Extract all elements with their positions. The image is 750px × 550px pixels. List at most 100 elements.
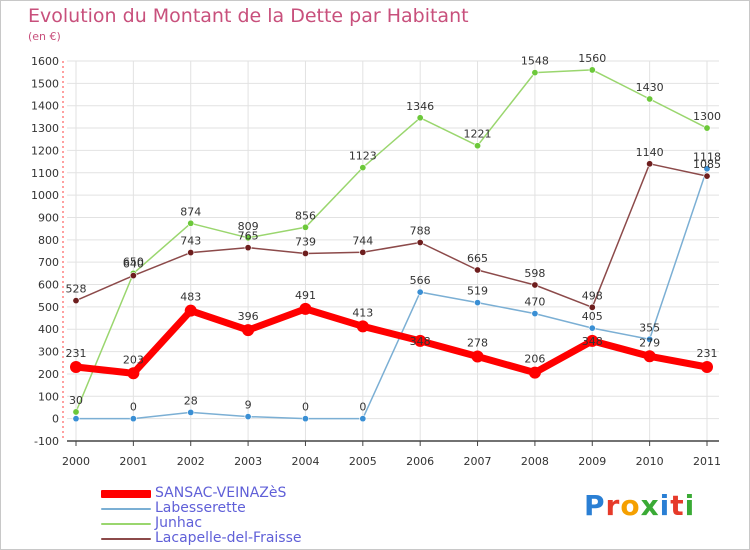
- data-point: [646, 160, 654, 168]
- data-label: 1430: [636, 81, 664, 94]
- data-point: [187, 408, 195, 416]
- data-label: 491: [295, 289, 316, 302]
- data-point: [531, 69, 539, 77]
- data-point: [646, 335, 654, 343]
- data-label: 856: [295, 209, 316, 222]
- data-point: [474, 299, 482, 307]
- legend-swatch: [101, 508, 151, 510]
- data-point: [244, 413, 252, 421]
- data-label: 348: [582, 335, 603, 348]
- legend-swatch: [101, 523, 151, 525]
- x-tick-label: 2001: [119, 455, 147, 468]
- y-tick-label: 1100: [31, 167, 59, 180]
- legend-label: Lacapelle-del-Fraisse: [155, 530, 302, 546]
- data-label: 640: [123, 258, 144, 271]
- data-point: [646, 95, 654, 103]
- chart-title: Evolution du Montant de la Dette par Hab…: [28, 5, 469, 27]
- legend-swatch: [101, 538, 151, 540]
- data-point: [72, 408, 80, 416]
- logo-letter: o: [620, 489, 641, 522]
- x-tick-label: 2009: [578, 455, 606, 468]
- data-point: [588, 324, 596, 332]
- data-label: 206: [524, 353, 545, 366]
- data-point: [184, 304, 197, 317]
- data-point: [416, 288, 424, 296]
- x-tick-label: 2007: [464, 455, 492, 468]
- data-point: [643, 350, 656, 363]
- data-label: 231: [697, 347, 718, 360]
- series-line: [75, 163, 708, 309]
- y-tick-label: -100: [34, 435, 59, 448]
- data-label: 1560: [578, 52, 606, 65]
- legend-label: SANSAC-VEINAZèS: [155, 485, 287, 501]
- data-point: [416, 114, 424, 122]
- data-label: 413: [352, 306, 373, 319]
- data-point: [70, 361, 82, 374]
- data-point: [474, 142, 482, 150]
- proxiti-logo: Proxiti: [584, 489, 695, 522]
- data-point: [301, 249, 309, 257]
- logo-letter: x: [640, 489, 660, 522]
- data-label: 278: [467, 337, 488, 350]
- data-point: [701, 361, 713, 374]
- y-tick-label: 900: [38, 211, 59, 224]
- data-label: 203: [123, 353, 144, 366]
- data-point: [703, 172, 711, 180]
- y-tick-label: 1300: [31, 122, 59, 135]
- data-point: [129, 272, 137, 280]
- y-tick-label: 0: [52, 413, 59, 426]
- data-point: [72, 415, 80, 423]
- data-label: 1346: [406, 100, 434, 113]
- data-point: [531, 281, 539, 289]
- y-tick-label: 1400: [31, 100, 59, 113]
- data-point: [72, 297, 80, 305]
- data-point: [471, 350, 484, 363]
- y-tick-label: 400: [38, 323, 59, 336]
- data-label: 231: [66, 347, 87, 360]
- data-label: 874: [180, 205, 201, 218]
- data-label: 30: [69, 394, 83, 407]
- legend-label: Junhac: [155, 515, 203, 531]
- y-tick-label: 100: [38, 390, 59, 403]
- series-line: [75, 69, 708, 413]
- y-tick-label: 1000: [31, 189, 59, 202]
- data-label: 355: [639, 321, 660, 334]
- data-point: [531, 310, 539, 318]
- legend-swatch: [101, 490, 151, 498]
- data-point: [703, 165, 711, 173]
- data-label: 0: [302, 401, 309, 414]
- data-label: 566: [410, 274, 431, 287]
- data-label: 0: [359, 401, 366, 414]
- y-tick-label: 1600: [31, 55, 59, 68]
- data-label: 765: [238, 230, 259, 243]
- data-label: 744: [352, 234, 373, 247]
- data-point: [588, 66, 596, 74]
- data-label: 279: [639, 336, 660, 349]
- logo-letter: P: [584, 489, 606, 522]
- data-label: 405: [582, 310, 603, 323]
- x-tick-label: 2010: [636, 455, 664, 468]
- y-tick-label: 300: [38, 346, 59, 359]
- data-point: [416, 239, 424, 247]
- data-point: [242, 324, 255, 337]
- data-label: 1118: [693, 151, 721, 164]
- data-label: 743: [180, 235, 201, 248]
- x-tick-label: 2000: [62, 455, 90, 468]
- data-point: [129, 415, 137, 423]
- data-label: 809: [238, 220, 259, 233]
- data-point: [586, 334, 599, 347]
- x-tick-label: 2011: [693, 455, 721, 468]
- data-point: [301, 223, 309, 231]
- data-label: 650: [123, 255, 144, 268]
- logo-letter: r: [605, 489, 621, 522]
- data-label: 1221: [464, 128, 492, 141]
- logo-letter: i: [684, 489, 696, 522]
- logo-letter: i: [659, 489, 671, 522]
- data-point: [301, 415, 309, 423]
- data-label: 665: [467, 252, 488, 265]
- data-point: [588, 303, 596, 311]
- data-point: [359, 248, 367, 256]
- data-label: 348: [410, 335, 431, 348]
- legend-label: Labesserette: [155, 500, 246, 516]
